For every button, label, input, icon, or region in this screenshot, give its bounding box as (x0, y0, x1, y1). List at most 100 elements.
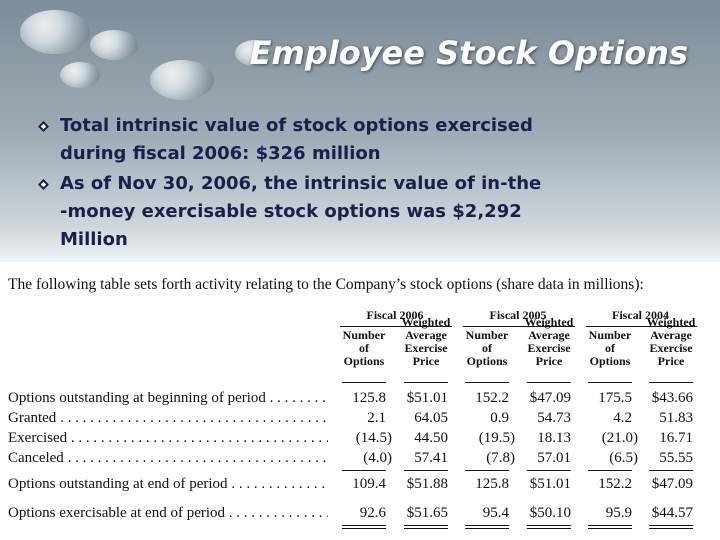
subtotal-rule (342, 470, 386, 471)
cell: 2.1 (367, 410, 386, 426)
bullet-text: during fiscal 2006: $326 million (60, 143, 381, 164)
subtotal-rule (649, 470, 693, 471)
row-label: Canceled (8, 450, 328, 467)
total-rule (342, 528, 386, 529)
row-label: Options outstanding at end of period (8, 476, 328, 493)
cell: (6.5) (609, 450, 638, 466)
fiscal-header: Fiscal 2004 (612, 308, 669, 322)
cell: (14.5) (355, 430, 392, 446)
droplet (60, 62, 100, 88)
bullet-icon (38, 121, 49, 132)
cell: $47.09 (529, 390, 571, 406)
subtotal-rule (404, 470, 448, 471)
cell: $50.10 (529, 505, 571, 521)
subtotal-rule (465, 470, 509, 471)
column-header: Weighted (646, 315, 696, 329)
column-header-rule (588, 382, 632, 383)
total-rule (527, 528, 571, 529)
column-header: of (605, 341, 615, 355)
cell: (21.0) (601, 430, 638, 446)
cell: (4.0) (363, 450, 392, 466)
cell: (7.8) (486, 450, 515, 466)
subtotal-rule (588, 470, 632, 471)
column-header-rule (465, 382, 509, 383)
column-header: of (482, 341, 492, 355)
column-header: Exercise (404, 341, 448, 355)
bullet-text: -money exercisable stock options was $2,… (60, 201, 522, 222)
header-rule (586, 326, 697, 327)
cell: 16.71 (659, 430, 693, 446)
total-rule (342, 525, 386, 526)
header-rule (340, 326, 452, 327)
cell: 125.8 (352, 390, 386, 406)
column-header: Exercise (527, 341, 571, 355)
cell: 0.9 (490, 410, 509, 426)
cell: $44.57 (651, 505, 693, 521)
cell: $51.65 (406, 505, 448, 521)
bullet: As of Nov 30, 2006, the intrinsic value … (36, 170, 541, 254)
total-rule (404, 525, 448, 526)
column-header: Options (343, 354, 385, 368)
column-header-rule (527, 382, 571, 383)
column-header: Average (650, 328, 692, 342)
cell: 4.2 (613, 410, 632, 426)
cell: 95.4 (482, 505, 509, 521)
cell: 54.73 (537, 410, 571, 426)
bullet: Total intrinsic value of stock options e… (36, 112, 533, 168)
row-label: Granted (8, 410, 328, 427)
table-caption: The following table sets forth activity … (8, 276, 644, 293)
column-header: Options (466, 354, 508, 368)
column-header: Weighted (524, 315, 574, 329)
cell: $43.66 (651, 390, 693, 406)
column-header: of (359, 341, 369, 355)
table: The following table sets forth activity … (0, 262, 720, 540)
cell: $51.88 (406, 476, 448, 492)
droplet (150, 60, 214, 100)
fiscal-header: Fiscal 2006 (366, 308, 424, 322)
column-header: Average (405, 328, 447, 342)
cell: 175.5 (598, 390, 632, 406)
droplet (90, 30, 138, 60)
cell: 64.05 (414, 410, 448, 426)
total-rule (649, 525, 693, 526)
row-label: Options outstanding at beginning of peri… (8, 390, 328, 407)
total-rule (649, 528, 693, 529)
cell: 125.8 (475, 476, 509, 492)
column-header: Number (465, 328, 509, 342)
cell: 55.55 (659, 450, 693, 466)
cell: 44.50 (414, 430, 448, 446)
cell: 152.2 (598, 476, 632, 492)
bullet-icon (38, 179, 49, 190)
column-header: Number (342, 328, 386, 342)
cell: $51.01 (529, 476, 571, 492)
cell: 152.2 (475, 390, 509, 406)
header-rule (463, 326, 575, 327)
subtotal-rule (527, 470, 571, 471)
column-header-rule (649, 382, 693, 383)
cell: $47.09 (651, 476, 693, 492)
droplet (20, 10, 90, 54)
bullet-text: Million (60, 229, 128, 250)
column-header: Price (535, 354, 563, 368)
row-label: Options exercisable at end of period (8, 505, 328, 522)
row-label: Exercised (8, 430, 328, 447)
bullet-text: Total intrinsic value of stock options e… (60, 115, 533, 136)
total-rule (527, 525, 571, 526)
total-rule (404, 528, 448, 529)
total-rule (465, 525, 509, 526)
column-header: Number (588, 328, 632, 342)
column-header-rule (404, 382, 448, 383)
column-header: Exercise (649, 341, 693, 355)
column-header: Weighted (401, 315, 451, 329)
column-header: Options (589, 354, 631, 368)
column-header-rule (342, 382, 386, 383)
cell: 57.41 (414, 450, 448, 466)
cell: 18.13 (537, 430, 571, 446)
fiscal-header: Fiscal 2005 (489, 308, 547, 322)
cell: (19.5) (478, 430, 515, 446)
cell: 51.83 (659, 410, 693, 426)
total-rule (465, 528, 509, 529)
column-header: Price (657, 354, 685, 368)
bullet-text: As of Nov 30, 2006, the intrinsic value … (60, 173, 542, 194)
